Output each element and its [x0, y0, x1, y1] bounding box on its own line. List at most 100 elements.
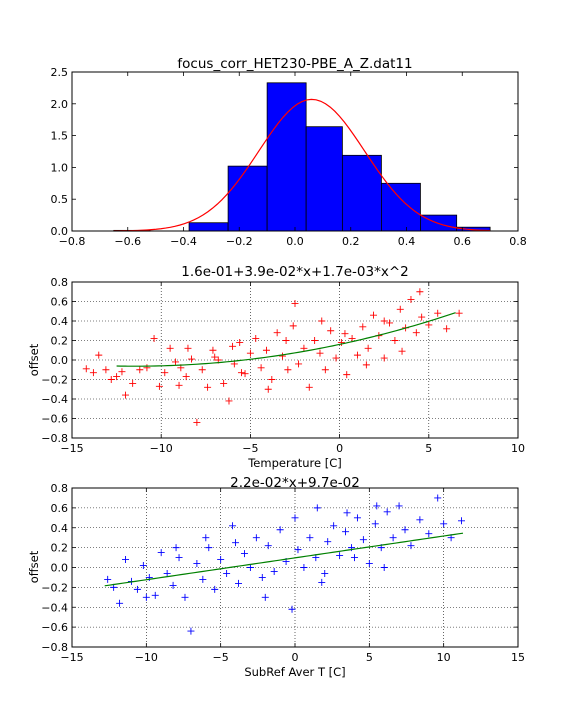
scatter-point — [102, 366, 110, 374]
temperature-scatter-title: 1.6e-01+3.9e-02*x+1.7e-03*x^2 — [181, 264, 408, 280]
scatter-point — [443, 325, 451, 333]
scatter-point — [407, 542, 415, 550]
scatter-point — [184, 344, 192, 352]
scatter-point — [236, 338, 244, 346]
scatter-point — [389, 534, 397, 542]
scatter-point — [316, 349, 324, 357]
scatter-point — [270, 567, 278, 575]
scatter-point — [240, 550, 248, 558]
scatter-point — [142, 593, 150, 601]
scatter-point — [95, 351, 103, 359]
scatter-point — [359, 536, 367, 544]
scatter-point — [187, 627, 195, 635]
scatter-point — [407, 296, 415, 304]
scatter-point — [327, 327, 335, 335]
scatter-point — [318, 578, 326, 586]
scatter-point — [136, 366, 144, 374]
scatter-point — [220, 379, 228, 387]
histogram-bar — [227, 165, 268, 232]
scatter-point — [294, 546, 302, 554]
scatter-point — [318, 317, 326, 325]
scatter-point — [188, 355, 196, 363]
histogram-bar — [381, 182, 421, 232]
scatter-point — [359, 323, 367, 331]
scatter-point — [291, 514, 299, 522]
scatter-point — [321, 569, 329, 577]
y-tick-label: 0.6 — [51, 502, 69, 515]
x-tick-label: −15 — [60, 651, 83, 664]
y-tick-label: −0.8 — [41, 432, 68, 445]
y-tick-label: 0.6 — [51, 296, 69, 309]
scatter-point — [284, 366, 292, 374]
y-tick-label: 0.0 — [51, 354, 69, 367]
y-tick-label: −0.6 — [41, 621, 68, 634]
scatter-point — [348, 335, 356, 343]
scatter-point — [380, 317, 388, 325]
histogram-bar — [188, 222, 229, 232]
scatter-point — [383, 508, 391, 516]
y-tick-label: 0.8 — [51, 482, 69, 495]
scatter-point — [321, 366, 329, 374]
subref-scatter-axes: 2.2e-02*x+9.7e-02 −15 −10 −5 0 5 10 15 −0.8 −0.6… — [27, 475, 525, 679]
scatter-point — [175, 554, 183, 562]
scatter-point — [116, 599, 124, 607]
y-tick-label: −0.6 — [41, 413, 68, 426]
fit-curve — [116, 312, 456, 367]
scatter-point — [434, 309, 442, 317]
scatter-point — [350, 554, 358, 562]
x-tick-label: −5 — [242, 442, 258, 455]
scatter-point — [211, 353, 219, 361]
scatter-point — [261, 593, 269, 601]
scatter-point — [129, 379, 137, 387]
scatter-point — [353, 514, 361, 522]
scatter-point — [139, 562, 147, 570]
scatter-point — [365, 560, 373, 568]
x-tick-label: 0.0 — [286, 235, 304, 248]
x-tick-label: 0 — [336, 442, 343, 455]
temperature-xlabel: Temperature [C] — [247, 456, 342, 470]
scatter-point — [181, 593, 189, 601]
x-tick-label: 0.4 — [398, 235, 416, 248]
scatter-point — [225, 397, 233, 405]
scatter-point — [353, 351, 361, 359]
scatter-point — [273, 329, 281, 337]
scatter-point — [434, 494, 442, 502]
subref-scatter-grid — [72, 488, 518, 647]
scatter-point — [416, 288, 424, 296]
scatter-point — [386, 319, 394, 327]
scatter-point — [193, 560, 201, 568]
x-tick-label: −0.6 — [114, 235, 141, 248]
scatter-point — [455, 309, 463, 317]
subref-xlabel: SubRef Aver T [C] — [244, 665, 345, 679]
temperature-scatter-marks — [82, 288, 463, 426]
x-tick-label: −0.8 — [59, 235, 86, 248]
scatter-point — [416, 516, 424, 524]
scatter-point — [246, 564, 254, 571]
subref-scatter-marks — [104, 494, 466, 635]
x-tick-label: 0.8 — [509, 235, 527, 248]
fit-curve — [113, 98, 491, 232]
x-tick-label: −15 — [60, 442, 83, 455]
scatter-point — [163, 569, 171, 577]
histogram-title: focus_corr_HET230-PBE_A_Z.dat11 — [177, 56, 412, 72]
fit-curve — [104, 532, 464, 587]
scatter-point — [279, 352, 287, 360]
y-tick-label: −0.2 — [41, 374, 68, 387]
histogram-marks — [113, 82, 491, 232]
scatter-point — [371, 520, 379, 528]
scatter-point — [262, 346, 270, 354]
scatter-point — [252, 534, 260, 542]
y-tick-label: 0.4 — [51, 522, 69, 535]
scatter-point — [398, 347, 406, 355]
y-tick-label: 2.5 — [51, 66, 69, 79]
x-tick-label: −5 — [213, 651, 229, 664]
scatter-point — [169, 581, 177, 589]
y-tick-label: 1.5 — [51, 130, 69, 143]
scatter-point — [336, 552, 344, 560]
scatter-point — [341, 330, 349, 338]
scatter-point — [343, 509, 351, 517]
y-tick-label: 0.2 — [51, 542, 69, 555]
scatter-point — [311, 337, 319, 344]
y-tick-label: 0.2 — [51, 335, 69, 348]
scatter-point — [209, 346, 217, 354]
